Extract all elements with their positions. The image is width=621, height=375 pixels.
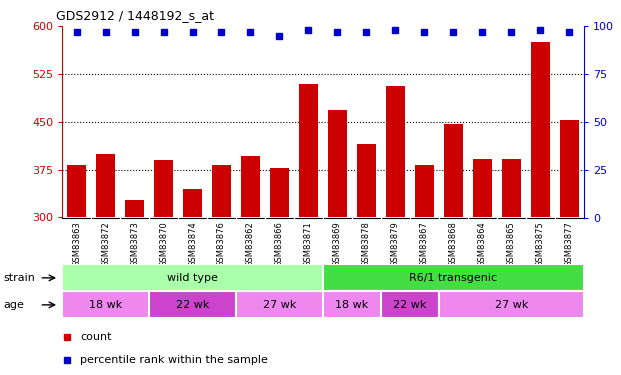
Text: GSM83864: GSM83864 [478, 221, 487, 267]
Bar [96, 154, 115, 218]
Text: GSM83870: GSM83870 [159, 221, 168, 267]
Text: 18 wk: 18 wk [335, 300, 368, 310]
Bar [357, 144, 376, 218]
Text: GSM83874: GSM83874 [188, 221, 197, 267]
Bar [62, 291, 149, 318]
Bar [236, 291, 323, 318]
Text: count: count [80, 332, 112, 342]
Text: GSM83868: GSM83868 [449, 221, 458, 267]
Text: GSM83872: GSM83872 [101, 221, 110, 267]
Text: GSM83875: GSM83875 [536, 221, 545, 267]
Text: GSM83871: GSM83871 [304, 221, 313, 267]
Text: GSM83878: GSM83878 [362, 221, 371, 267]
Bar [241, 156, 260, 218]
Bar [154, 160, 173, 218]
Text: percentile rank within the sample: percentile rank within the sample [80, 355, 268, 364]
Text: GSM83876: GSM83876 [217, 221, 226, 267]
Text: GSM83867: GSM83867 [420, 221, 429, 267]
Bar [439, 291, 584, 318]
Text: 27 wk: 27 wk [494, 300, 528, 310]
Bar [149, 291, 236, 318]
Bar [381, 291, 439, 318]
Bar [270, 168, 289, 217]
Text: GDS2912 / 1448192_s_at: GDS2912 / 1448192_s_at [56, 9, 214, 22]
Text: GSM83873: GSM83873 [130, 221, 139, 267]
Text: strain: strain [3, 273, 35, 283]
Bar [62, 264, 323, 291]
Text: 22 wk: 22 wk [176, 300, 209, 310]
Bar [299, 84, 318, 218]
Bar [323, 291, 381, 318]
Text: GSM83866: GSM83866 [275, 221, 284, 267]
Bar [67, 165, 86, 218]
Text: 18 wk: 18 wk [89, 300, 122, 310]
Text: GSM83877: GSM83877 [564, 221, 574, 267]
Text: 27 wk: 27 wk [263, 300, 296, 310]
Bar [502, 159, 520, 218]
Bar [473, 159, 492, 218]
Bar [125, 200, 144, 217]
Text: GSM83865: GSM83865 [507, 221, 516, 267]
Text: 22 wk: 22 wk [393, 300, 427, 310]
Bar [183, 189, 202, 218]
Text: age: age [3, 300, 24, 310]
Bar [531, 42, 550, 218]
Text: GSM83863: GSM83863 [72, 221, 81, 267]
Bar [386, 86, 405, 218]
Bar [323, 264, 584, 291]
Bar [444, 124, 463, 218]
Text: GSM83879: GSM83879 [391, 221, 400, 267]
Bar [328, 110, 347, 218]
Text: wild type: wild type [167, 273, 218, 283]
Bar [560, 120, 579, 218]
Text: GSM83862: GSM83862 [246, 221, 255, 267]
Bar [415, 165, 433, 218]
Bar [212, 165, 231, 218]
Text: GSM83869: GSM83869 [333, 221, 342, 267]
Text: R6/1 transgenic: R6/1 transgenic [409, 273, 497, 283]
